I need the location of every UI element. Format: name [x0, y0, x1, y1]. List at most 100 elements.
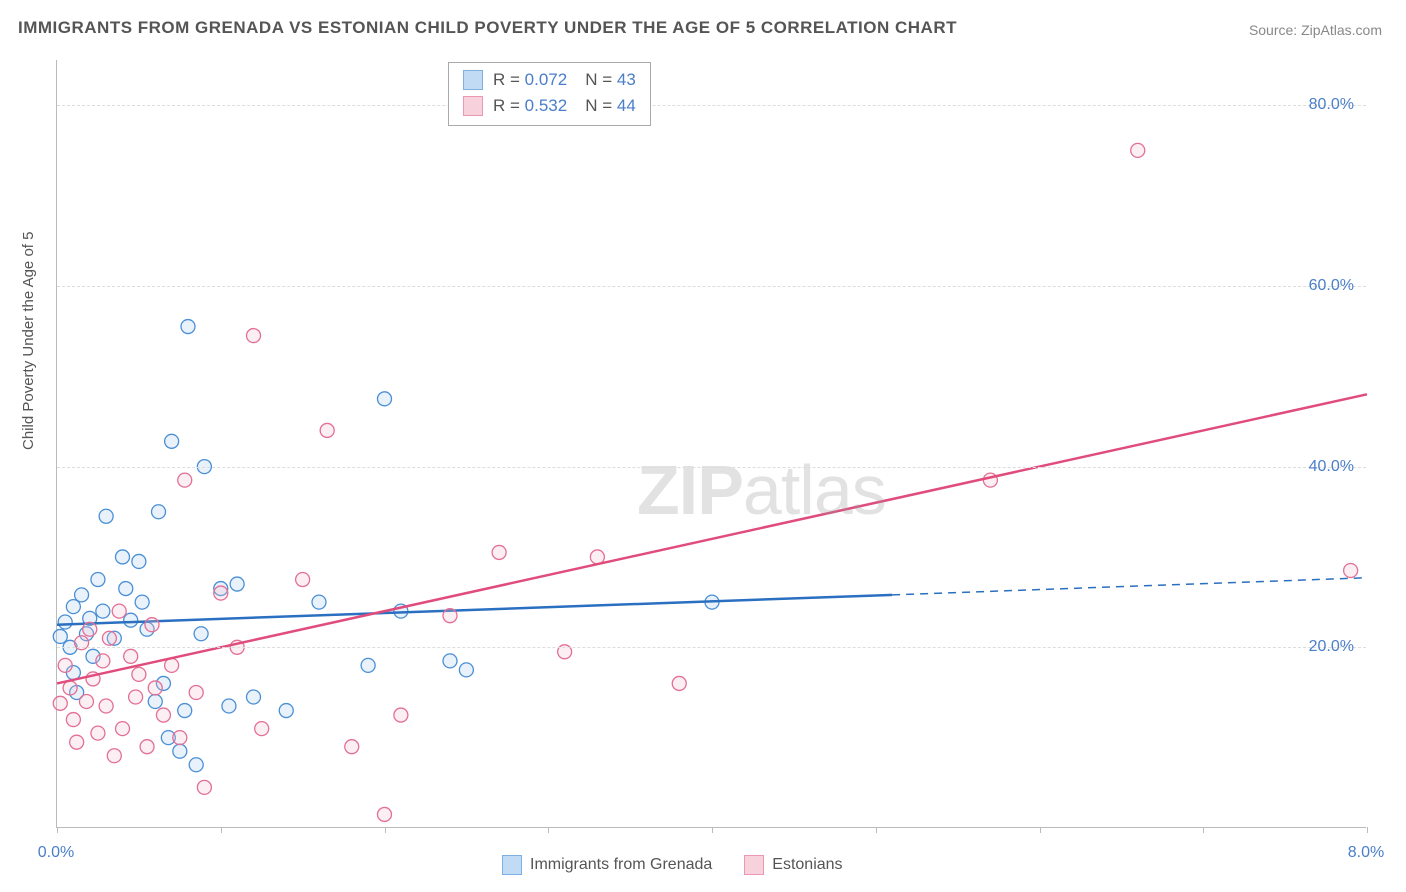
data-point [222, 699, 236, 713]
data-point [99, 699, 113, 713]
data-point [320, 423, 334, 437]
source-attribution: Source: ZipAtlas.com [1249, 22, 1382, 38]
data-point [135, 595, 149, 609]
data-point [181, 320, 195, 334]
data-point [296, 573, 310, 587]
legend-swatch [744, 855, 764, 875]
data-point [394, 708, 408, 722]
plot-area: ZIPatlas 20.0%40.0%60.0%80.0% [56, 60, 1366, 828]
data-point [112, 604, 126, 618]
data-point [124, 613, 138, 627]
legend-swatch [463, 96, 483, 116]
x-tick [1367, 827, 1368, 833]
x-tick [876, 827, 877, 833]
data-point [459, 663, 473, 677]
trend-line [57, 394, 1367, 683]
y-tick-label: 20.0% [1309, 638, 1354, 656]
data-point [247, 329, 261, 343]
data-point [173, 731, 187, 745]
data-point [83, 622, 97, 636]
legend-label: Immigrants from Grenada [530, 856, 712, 874]
data-point [63, 681, 77, 695]
data-point [79, 695, 93, 709]
data-point [96, 604, 110, 618]
data-point [443, 609, 457, 623]
stats-legend-box: R = 0.072N = 43R = 0.532 N = 44 [448, 62, 651, 126]
data-point [1344, 563, 1358, 577]
data-point [492, 545, 506, 559]
data-point [194, 627, 208, 641]
x-tick [1203, 827, 1204, 833]
data-point [107, 749, 121, 763]
source-prefix: Source: [1249, 22, 1301, 38]
chart-title: IMMIGRANTS FROM GRENADA VS ESTONIAN CHIL… [18, 18, 957, 38]
data-point [255, 722, 269, 736]
data-point [148, 695, 162, 709]
x-tick-label: 0.0% [38, 844, 74, 862]
chart-svg [57, 60, 1366, 827]
data-point [189, 758, 203, 772]
x-tick [1040, 827, 1041, 833]
y-tick-label: 60.0% [1309, 277, 1354, 295]
y-tick-label: 80.0% [1309, 96, 1354, 114]
data-point [53, 629, 67, 643]
data-point [70, 735, 84, 749]
data-point [99, 509, 113, 523]
stats-row: R = 0.072N = 43 [463, 67, 636, 93]
data-point [178, 704, 192, 718]
data-point [140, 740, 154, 754]
data-point [378, 392, 392, 406]
data-point [119, 582, 133, 596]
data-point [152, 505, 166, 519]
grid-line [57, 105, 1366, 106]
data-point [214, 586, 228, 600]
legend-bottom: Immigrants from Grenada Estonians [502, 855, 843, 875]
data-point [312, 595, 326, 609]
trend-line-dashed [892, 578, 1367, 595]
data-point [443, 654, 457, 668]
data-point [102, 631, 116, 645]
stat-n: N = 44 [585, 93, 636, 119]
data-point [132, 667, 146, 681]
data-point [116, 722, 130, 736]
data-point [156, 708, 170, 722]
data-point [165, 434, 179, 448]
x-tick [221, 827, 222, 833]
data-point [58, 615, 72, 629]
source-name: ZipAtlas.com [1301, 22, 1382, 38]
data-point [66, 713, 80, 727]
x-tick-label: 8.0% [1348, 844, 1384, 862]
data-point [230, 577, 244, 591]
data-point [91, 573, 105, 587]
x-tick [57, 827, 58, 833]
data-point [173, 744, 187, 758]
stat-r: R = 0.072 [493, 67, 567, 93]
x-tick [548, 827, 549, 833]
legend-label: Estonians [772, 856, 842, 874]
data-point [53, 696, 67, 710]
y-tick-label: 40.0% [1309, 458, 1354, 476]
y-axis-label: Child Poverty Under the Age of 5 [20, 232, 37, 450]
data-point [345, 740, 359, 754]
data-point [132, 554, 146, 568]
x-tick [385, 827, 386, 833]
legend-item: Immigrants from Grenada [502, 855, 712, 875]
legend-swatch [502, 855, 522, 875]
data-point [672, 676, 686, 690]
data-point [148, 681, 162, 695]
grid-line [57, 286, 1366, 287]
grid-line [57, 647, 1366, 648]
x-tick [712, 827, 713, 833]
data-point [1131, 143, 1145, 157]
data-point [91, 726, 105, 740]
legend-swatch [463, 70, 483, 90]
grid-line [57, 467, 1366, 468]
data-point [189, 685, 203, 699]
trend-line [57, 595, 892, 625]
data-point [247, 690, 261, 704]
data-point [129, 690, 143, 704]
stats-row: R = 0.532 N = 44 [463, 93, 636, 119]
data-point [197, 780, 211, 794]
stat-r: R = 0.532 [493, 93, 567, 119]
data-point [145, 618, 159, 632]
